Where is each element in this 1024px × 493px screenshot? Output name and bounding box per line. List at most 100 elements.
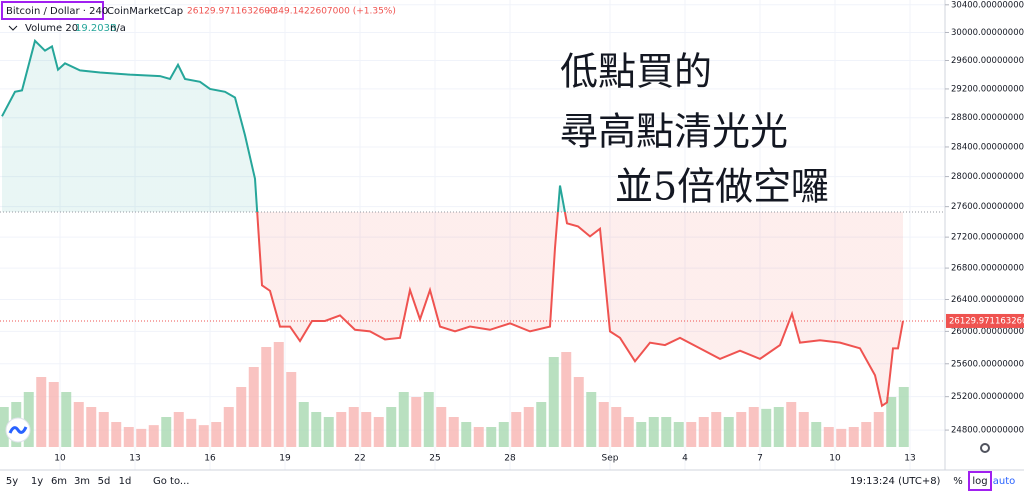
collapse-icon[interactable]	[8, 25, 18, 31]
volume-bar	[186, 418, 197, 447]
volume-bar	[273, 342, 284, 447]
symbol-box[interactable]	[1, 1, 104, 20]
volume-bar	[36, 377, 47, 447]
last-price-box	[946, 313, 1024, 328]
volume-bar	[561, 352, 572, 447]
goto-button[interactable]: Go to...	[153, 476, 189, 487]
volume-bar	[636, 422, 647, 447]
timeframe-button[interactable]: 5d	[98, 476, 111, 487]
volume-bar	[786, 402, 797, 447]
x-tick-label: 10	[829, 454, 841, 464]
x-tick-label: Sep	[602, 454, 619, 464]
annotation: 尋高點清光光	[560, 110, 788, 154]
scale-button[interactable]: %	[953, 476, 963, 487]
volume-bar	[123, 427, 134, 447]
volume-bar	[873, 412, 884, 447]
x-tick-label: 13	[904, 454, 915, 464]
volume-bar	[448, 417, 459, 447]
volume-bar	[748, 407, 759, 447]
timeframe-button[interactable]: 3m	[74, 476, 90, 487]
volume-bar	[398, 392, 409, 447]
y-tick-label: 28400.0000000000	[951, 142, 1024, 152]
volume-bar	[86, 407, 97, 447]
volume-bar	[548, 357, 559, 447]
volume-bar	[286, 372, 297, 447]
volume-label: Volume 20	[25, 23, 78, 34]
volume-bar	[23, 392, 34, 447]
volume-bar	[473, 427, 484, 447]
volume-bar	[311, 412, 322, 447]
y-tick-label: 25200.0000000000	[951, 392, 1024, 402]
volume-bar	[648, 417, 659, 447]
volume-bar	[623, 417, 634, 447]
volume-bar	[823, 427, 834, 447]
x-tick-label: 7	[757, 454, 763, 464]
volume-bar	[598, 402, 609, 447]
volume-bar	[336, 412, 347, 447]
volume-bar	[136, 428, 147, 447]
volume-bar	[198, 425, 209, 447]
volume-bar	[698, 417, 709, 447]
price-change: +349.1422607000 (+1.35%)	[265, 7, 396, 17]
y-tick-label: 26800.0000000000	[951, 264, 1024, 274]
volume-bar	[461, 422, 472, 447]
volume-bar	[798, 412, 809, 447]
volume-bar	[686, 422, 697, 447]
y-tick-label: 28800.0000000000	[951, 113, 1024, 123]
volume-extra: n/a	[110, 23, 126, 34]
y-tick-label: 28000.0000000000	[951, 172, 1024, 182]
volume-bar	[536, 402, 547, 447]
volume-bar	[48, 382, 59, 447]
settings-icon[interactable]	[980, 443, 990, 453]
timeframe-button[interactable]: 5y	[6, 476, 18, 487]
x-tick-label: 22	[354, 454, 365, 464]
timeframe-button[interactable]: 1y	[31, 476, 43, 487]
volume-bar	[98, 412, 109, 447]
x-tick-label: 10	[54, 454, 66, 464]
scale-button[interactable]: log	[972, 476, 987, 487]
volume-bar	[211, 422, 222, 447]
volume-bar	[248, 367, 259, 447]
volume-bar	[298, 402, 309, 447]
timeframe-button[interactable]: 6m	[51, 476, 67, 487]
annotation: 低點買的	[560, 50, 712, 94]
volume-bar	[761, 408, 772, 447]
y-tick-label: 29600.0000000000	[951, 56, 1024, 66]
y-tick-label: 26000.0000000000	[951, 327, 1024, 337]
volume-bar	[361, 412, 372, 447]
y-tick-label: 30400.0000000000	[951, 0, 1024, 10]
volume-bar	[0, 407, 9, 447]
volume-bar	[373, 417, 384, 447]
volume-bar	[148, 425, 159, 447]
volume-bar	[573, 377, 584, 447]
y-tick-label: 29200.0000000000	[951, 84, 1024, 94]
timeframe-button[interactable]: 1d	[119, 476, 132, 487]
volume-bar	[811, 422, 822, 447]
volume-bar	[386, 407, 397, 447]
volume-bar	[673, 422, 684, 447]
y-tick-label: 25600.0000000000	[951, 359, 1024, 369]
volume-bar	[523, 407, 534, 447]
logo-mark	[8, 426, 28, 434]
volume-value: 19.203B	[75, 23, 117, 34]
annotation: 並5倍做空囉	[615, 165, 829, 209]
volume-bar	[886, 397, 897, 447]
y-tick-label: 30000.0000000000	[951, 28, 1024, 38]
scale-button[interactable]: auto	[993, 476, 1016, 487]
x-tick-label: 25	[429, 454, 440, 464]
x-tick-label: 16	[204, 454, 216, 464]
volume-bar	[898, 386, 909, 447]
volume-bar	[423, 392, 434, 447]
last-price: 26129.9711632600	[187, 7, 276, 17]
volume-bar	[836, 428, 847, 447]
x-tick-label: 4	[682, 454, 688, 464]
log-box	[968, 471, 992, 491]
volume-bar	[486, 427, 497, 447]
x-tick-label: 19	[279, 454, 291, 464]
y-tick-label: 27600.0000000000	[951, 202, 1024, 212]
volume-bar	[848, 427, 859, 447]
volume-bar	[161, 417, 172, 447]
symbol[interactable]: Bitcoin / Dollar · 240	[6, 6, 108, 17]
baseline-area	[2, 40, 903, 406]
volume-bar	[498, 422, 509, 447]
